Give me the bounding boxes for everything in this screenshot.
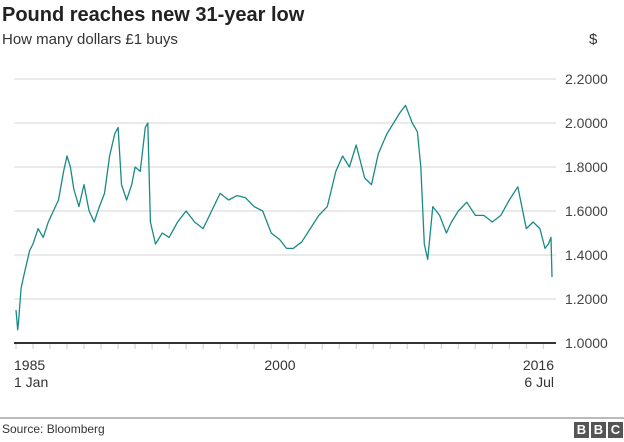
- x-tick-label: 2016: [523, 357, 554, 373]
- y-tick-label: 1.0000: [565, 335, 608, 351]
- y-tick-label: 1.6000: [565, 203, 608, 219]
- y-tick-label: 1.8000: [565, 159, 608, 175]
- series-line: [15, 104, 553, 331]
- y-axis-unit: $: [589, 31, 598, 48]
- y-tick-label: 2.0000: [565, 115, 608, 131]
- y-tick-label: 1.2000: [565, 291, 608, 307]
- x-tick-sublabel: 6 Jul: [524, 374, 554, 390]
- x-tick-label: 2000: [264, 357, 295, 373]
- y-tick-label: 2.2000: [565, 71, 608, 87]
- plot-area: 1.0000 1.2000 1.4000 1.6000 1.8000 2.0000 2.20…: [14, 71, 608, 390]
- chart-subtitle: How many dollars £1 buys: [2, 31, 178, 48]
- x-tick-sublabel: 1 Jan: [14, 374, 48, 390]
- y-tick-label: 1.4000: [565, 247, 608, 263]
- x-tick-label: 1985: [14, 357, 45, 373]
- source-note: Source: Bloomberg: [2, 422, 105, 436]
- footer-divider: [0, 417, 624, 419]
- chart-title: Pound reaches new 31-year low: [2, 4, 305, 26]
